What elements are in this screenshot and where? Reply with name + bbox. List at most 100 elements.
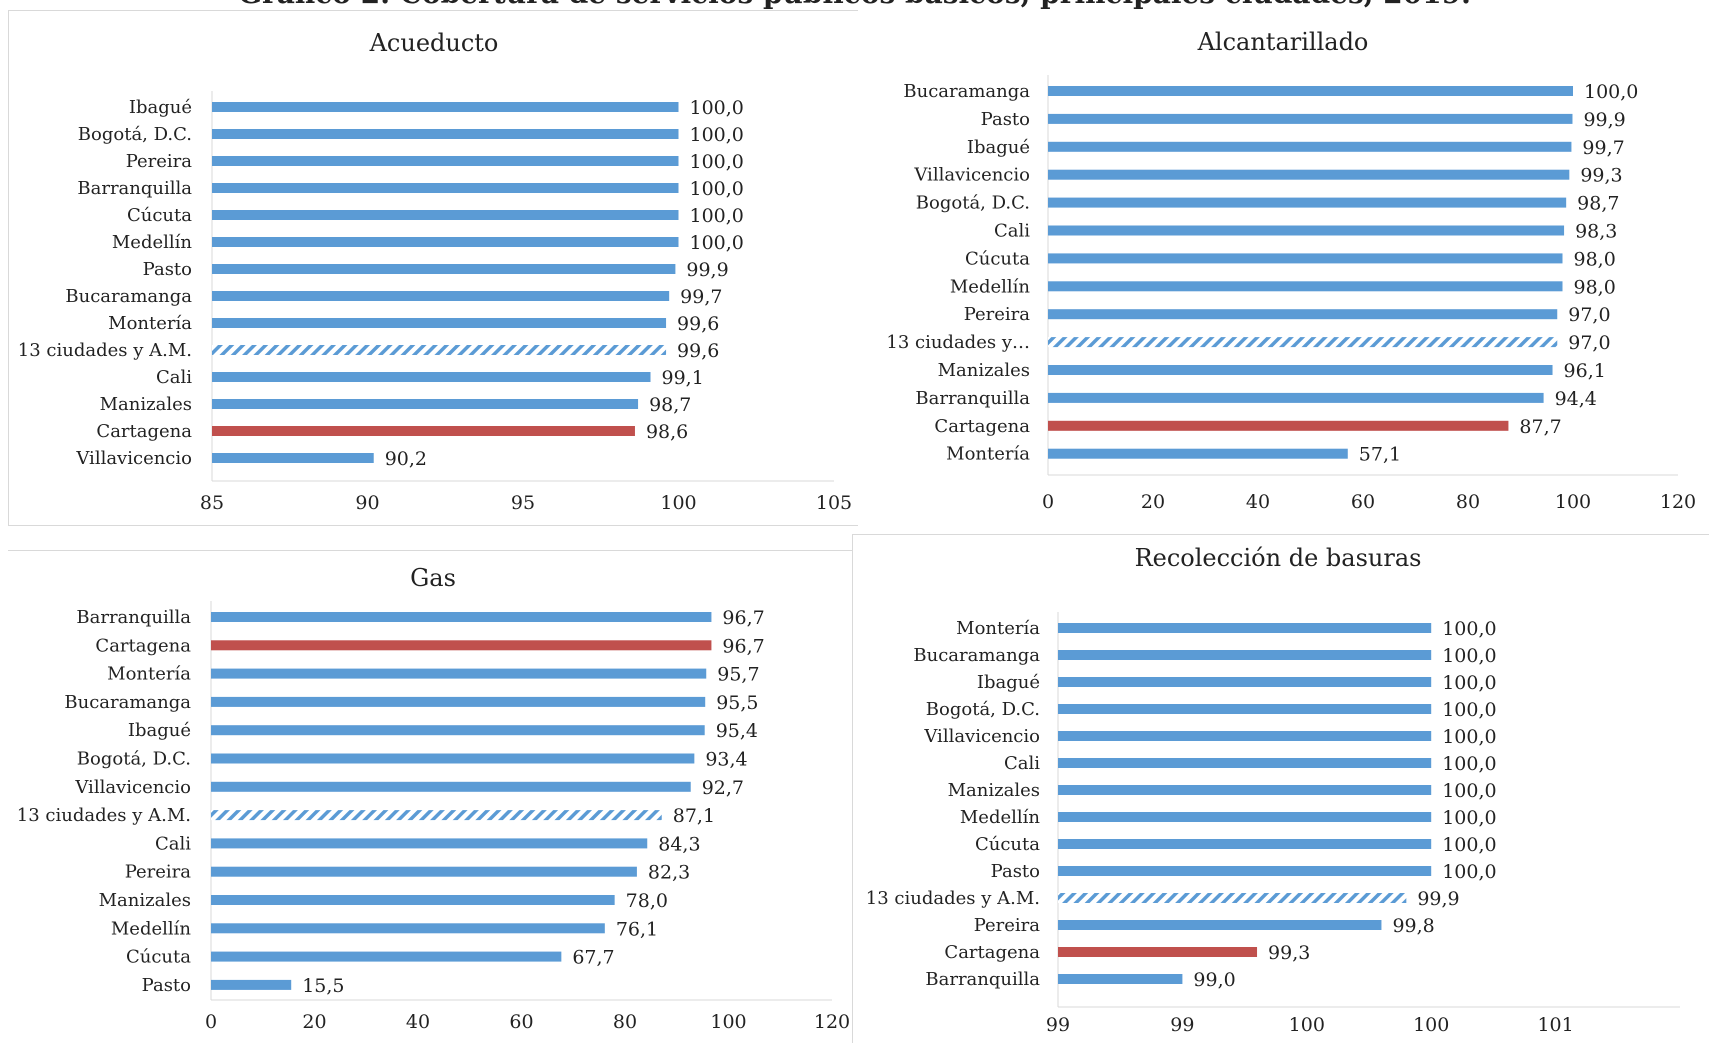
category-label-cali: Cali [155, 833, 191, 854]
tick-label: 100 [660, 492, 696, 514]
tick-label: 40 [406, 1011, 430, 1033]
bar-medellin [1058, 812, 1432, 822]
chart-panel-basuras: Recolección de basuras Montería 100,0 Bucar… [852, 534, 1709, 1043]
bar-pereira [211, 866, 637, 877]
bar-cucuta [212, 210, 679, 220]
bar-bogota-d-c [212, 129, 679, 139]
bar-13-ciudades-y-a-m [211, 810, 662, 821]
chart-title-alcantarillado: Alcantarillado [1197, 28, 1369, 56]
data-label-pasto: 99,9 [686, 259, 728, 281]
bar-pasto [211, 979, 292, 990]
tick-label: 40 [1246, 491, 1270, 513]
bar-medellin [212, 237, 679, 247]
data-label-villavicencio: 100,0 [1442, 726, 1496, 748]
bar-medellin [211, 923, 605, 934]
category-label-ibague: Ibagué [967, 137, 1030, 158]
category-label-cali: Cali [994, 221, 1030, 242]
data-label-monteria: 57,1 [1359, 444, 1401, 466]
data-label-medellin: 100,0 [690, 232, 744, 254]
bar-bogota-d-c [1048, 197, 1567, 208]
category-label-ibague: Ibagué [977, 672, 1040, 693]
bar-monteria [211, 668, 707, 679]
data-label-barranquilla: 94,4 [1555, 388, 1597, 410]
category-label-monteria: Montería [946, 444, 1030, 465]
data-label-manizales: 100,0 [1442, 780, 1496, 802]
data-label-cartagena: 98,6 [646, 421, 688, 443]
category-label-pereira: Pereira [964, 304, 1031, 325]
bar-pereira [1048, 309, 1558, 320]
data-label-barranquilla: 99,0 [1193, 969, 1235, 991]
tick-label: 0 [205, 1011, 217, 1033]
bar-barranquilla [1048, 392, 1544, 403]
bar-pasto [1048, 113, 1573, 124]
category-label-monteria: Montería [956, 618, 1040, 639]
data-label-cali: 84,3 [658, 833, 700, 855]
category-label-13-ciudades-y-a-m: 13 ciudades y A.M. [18, 340, 192, 361]
data-label-pereira: 100,0 [690, 151, 744, 173]
data-label-ibague: 100,0 [1442, 672, 1496, 694]
data-label-villavicencio: 90,2 [385, 448, 427, 470]
category-label-pereira: Pereira [126, 151, 193, 172]
data-label-medellin: 100,0 [1442, 807, 1496, 829]
chart-panel-alcantarillado: Alcantarillado Bucaramanga 100,0 Pasto 99,9 I… [858, 10, 1709, 530]
category-label-13-ciudades-y-a-m: 13 ciudades y A.M. [866, 888, 1040, 909]
category-label-bucaramanga: Bucaramanga [913, 645, 1040, 666]
chart-title-basuras: Recolección de basuras [1135, 544, 1422, 572]
bar-cartagena [1058, 947, 1258, 957]
bar-barranquilla [1058, 974, 1183, 984]
bar-pereira [1058, 920, 1382, 930]
data-label-bucaramanga: 100,0 [1584, 81, 1638, 103]
tick-label: 20 [302, 1011, 326, 1033]
bar-manizales [212, 399, 639, 409]
category-label-villavicencio: Villavicencio [75, 448, 192, 469]
data-label-manizales: 96,1 [1564, 360, 1606, 382]
category-label-cartagena: Cartagena [944, 942, 1040, 963]
data-label-bucaramanga: 99,7 [680, 286, 722, 308]
data-label-pasto: 15,5 [302, 975, 344, 997]
category-label-pereira: Pereira [125, 862, 192, 883]
data-label-cali: 100,0 [1442, 753, 1496, 775]
bar-ibague [211, 725, 705, 736]
category-label-manizales: Manizales [99, 890, 191, 911]
category-label-13-ciudades-y-a-m: 13 ciudades y A.M. [17, 805, 191, 826]
data-label-bogota-d-c: 100,0 [690, 124, 744, 146]
bar-barranquilla [211, 612, 712, 622]
category-label-barranquilla: Barranquilla [77, 178, 192, 199]
tick-label: 100 [1289, 1014, 1325, 1036]
category-label-monteria: Montería [107, 664, 191, 685]
data-label-medellin: 98,0 [1574, 276, 1616, 298]
bar-monteria [1058, 623, 1432, 633]
category-label-bogota-d-c: Bogotá, D.C. [926, 699, 1040, 720]
bar-pereira [212, 156, 679, 166]
category-label-cali: Cali [1004, 753, 1040, 774]
tick-label: 100 [710, 1011, 746, 1033]
category-label-cartagena: Cartagena [96, 421, 192, 442]
data-label-13-ciudades-y: 97,0 [1568, 332, 1610, 354]
category-label-cucuta: Cúcuta [127, 205, 192, 226]
data-label-monteria: 99,6 [677, 313, 719, 335]
data-label-bucaramanga: 100,0 [1442, 645, 1496, 667]
bar-barranquilla [212, 183, 679, 193]
data-label-pasto: 100,0 [1442, 861, 1496, 883]
data-label-cartagena: 99,3 [1268, 942, 1310, 964]
data-label-13-ciudades-y-a-m: 87,1 [673, 805, 715, 827]
tick-label: 95 [511, 492, 535, 514]
bar-13-ciudades-y-a-m [1058, 893, 1407, 903]
data-label-monteria: 95,7 [717, 664, 759, 686]
category-label-bucaramanga: Bucaramanga [65, 286, 192, 307]
data-label-cali: 98,3 [1575, 221, 1617, 243]
chart-panel-acueducto: Acueducto Ibagué 100,0 Bogotá, D.C. 100,0 Per… [8, 10, 860, 526]
category-label-medellin: Medellín [950, 276, 1031, 297]
bar-13-ciudades-y [1048, 337, 1558, 348]
category-label-bucaramanga: Bucaramanga [903, 81, 1030, 102]
category-label-13-ciudades-y: 13 ciudades y… [886, 332, 1030, 353]
category-label-cartagena: Cartagena [934, 416, 1030, 437]
bar-cali [1058, 758, 1432, 768]
bar-cartagena [1048, 420, 1509, 431]
data-label-cucuta: 67,7 [572, 947, 614, 969]
data-label-villavicencio: 92,7 [702, 777, 744, 799]
category-label-villavicencio: Villavicencio [913, 165, 1030, 186]
bar-ibague [1058, 677, 1432, 687]
tick-label: 60 [509, 1011, 533, 1033]
category-label-pasto: Pasto [991, 861, 1040, 882]
